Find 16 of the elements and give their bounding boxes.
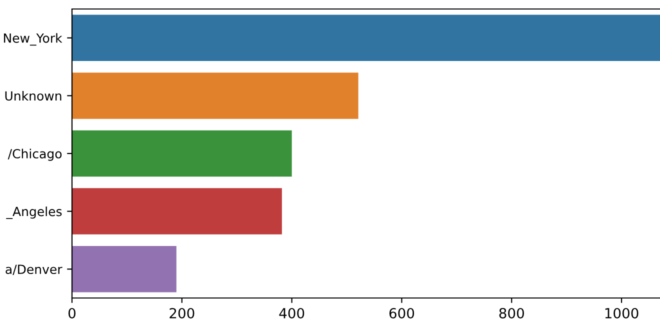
y-tick-label: /Chicago [8,148,62,161]
y-tick-label: Unknown [5,90,62,101]
bar [72,14,660,62]
y-tick-label: New_York [4,33,62,46]
x-tick-label: 600 [389,308,414,318]
y-tick-label: a/Denver [6,264,62,276]
y-tick-label: _Angeles [6,206,62,219]
bar [72,130,292,177]
bar [72,246,176,292]
x-tick-label: 0 [68,308,76,318]
x-tick-label: 200 [170,308,194,318]
x-tick-label: 800 [499,308,524,318]
x-tick-label: 400 [279,308,304,318]
bar [72,188,282,234]
bar [72,72,358,119]
x-tick-label: 1000 [605,308,638,318]
